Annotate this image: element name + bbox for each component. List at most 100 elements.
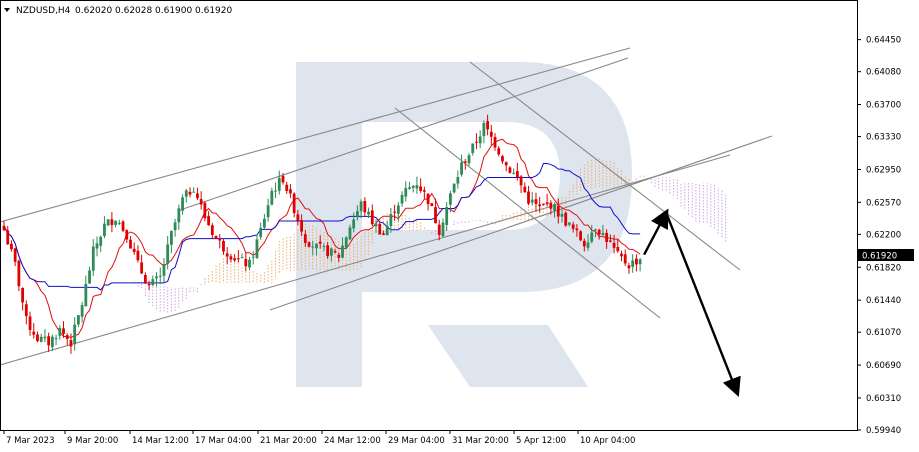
forecast-arrow-down (665, 212, 741, 397)
candle-body (73, 324, 77, 345)
candle-body (181, 197, 184, 211)
candle-body (315, 243, 318, 249)
x-tick-label: 17 Mar 04:00 (195, 436, 252, 446)
candle-body (65, 335, 69, 339)
candle-body (266, 205, 270, 218)
candle-body (341, 245, 344, 258)
candle-body (445, 207, 449, 225)
candle-body (24, 304, 28, 317)
candle-body (2, 225, 6, 231)
descending-line-1 (394, 107, 661, 319)
candle-body (188, 191, 192, 195)
candle-body (408, 187, 411, 189)
watermark-logo (296, 62, 632, 387)
candle-body (207, 216, 210, 226)
candle-body (501, 156, 504, 162)
candle-body (50, 336, 54, 348)
candle-body (95, 243, 99, 249)
channel-lower-line (0, 154, 731, 366)
candle-body (285, 184, 289, 191)
candle-body (196, 193, 199, 199)
candle-body (449, 193, 452, 205)
candle-body (515, 171, 519, 178)
watermark-stem (296, 62, 362, 387)
candle-body (441, 222, 445, 237)
candle-body (549, 202, 553, 209)
forecast-arrow-up (643, 208, 669, 256)
candle-body (129, 239, 132, 249)
candle-body (303, 234, 307, 243)
y-tick-label: 0.62950 (866, 165, 901, 175)
candle-body (177, 208, 181, 223)
candle-body (225, 253, 229, 257)
candle-body (486, 121, 489, 130)
candle-body (255, 239, 259, 258)
candle-body (277, 178, 281, 191)
candle-body (620, 253, 623, 257)
channel-inner-line (179, 57, 629, 211)
candle-body (132, 248, 136, 252)
candle-body (162, 264, 166, 276)
time-axis[interactable]: 7 Mar 2023 9 Mar 20:00 14 Mar 12:00 17 Mar … (3, 430, 635, 446)
candle-body (270, 190, 274, 205)
candle-body (69, 340, 73, 347)
watermark-gap (362, 292, 424, 387)
candle-body (326, 245, 330, 257)
candle-body (396, 205, 400, 214)
x-tick-label: 21 Mar 20:00 (260, 436, 317, 446)
candle-body (564, 212, 568, 226)
y-tick-label: 0.60690 (866, 361, 901, 371)
price-axis[interactable]: 0.64450 0.64080 0.63700 0.63330 0.62950 0.625… (857, 36, 901, 436)
candle-body (467, 155, 471, 164)
candle-body (359, 201, 363, 212)
candle-body (214, 235, 218, 239)
candles (2, 114, 642, 354)
candle-body (140, 262, 144, 274)
candle-body (151, 279, 155, 286)
candle-body (170, 230, 173, 245)
current-price-marker: 0.61920 (858, 249, 914, 262)
candle-body (393, 211, 396, 213)
candle-body (125, 230, 129, 240)
candle-body (415, 185, 419, 189)
open-value: 0.62020 (75, 6, 112, 16)
symbol-label: NZDUSD,H4 (16, 6, 71, 16)
candle-body (482, 122, 486, 137)
candle-body (456, 177, 460, 184)
candle-body (322, 245, 326, 247)
candle-body (333, 251, 337, 253)
candle-body (586, 242, 590, 248)
candle-body (121, 221, 125, 231)
candle-body (17, 260, 21, 287)
low-value: 0.61900 (155, 6, 192, 16)
candle-body (512, 172, 516, 174)
high-value: 0.62028 (115, 6, 152, 16)
tenkan-line (3, 138, 641, 339)
candle-body (560, 213, 564, 217)
candle-body (173, 222, 177, 231)
candle-body (36, 334, 39, 342)
candle-body (352, 219, 356, 229)
candle-body (218, 238, 222, 241)
candle-body (222, 241, 225, 252)
candle-body (612, 242, 616, 248)
candle-body (475, 141, 478, 143)
y-tick-label: 0.63330 (866, 133, 901, 143)
candle-body (259, 227, 263, 238)
y-tick-label: 0.63700 (866, 101, 901, 111)
candle-body (382, 233, 385, 235)
candle-body (337, 254, 341, 258)
candle-body (184, 190, 188, 197)
candle-body (210, 225, 214, 236)
candle-body (419, 186, 423, 191)
candle-body (542, 203, 545, 205)
candle-body (166, 244, 170, 264)
candle-body (553, 204, 556, 211)
candle-body (389, 214, 393, 227)
x-tick-label: 9 Mar 20:00 (67, 436, 118, 446)
candle-body (608, 240, 612, 242)
candle-body (623, 254, 627, 264)
candle-body (627, 265, 631, 269)
y-tick-label: 0.60310 (866, 394, 901, 404)
